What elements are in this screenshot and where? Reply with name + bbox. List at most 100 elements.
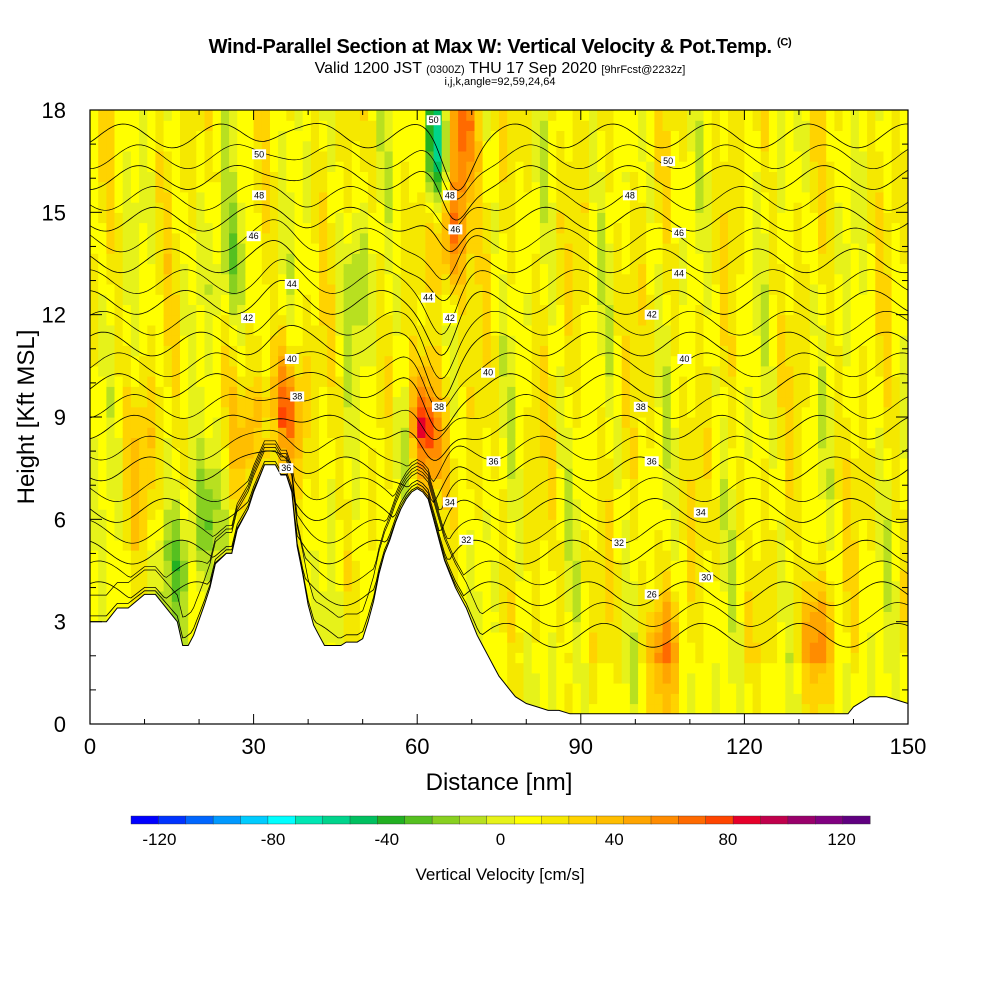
velocity-cell	[597, 120, 606, 131]
velocity-cell	[368, 314, 377, 326]
velocity-cell	[670, 202, 680, 213]
velocity-cell	[237, 457, 246, 469]
velocity-cell	[638, 447, 647, 459]
velocity-cell	[180, 294, 189, 305]
velocity-cell	[703, 253, 713, 265]
velocity-cell	[335, 140, 345, 152]
velocity-cell	[654, 672, 664, 684]
velocity-cell	[188, 130, 197, 142]
velocity-cell	[548, 130, 557, 142]
velocity-cell	[728, 447, 737, 459]
velocity-cell	[646, 222, 655, 234]
velocity-cell	[499, 570, 508, 582]
velocity-cell	[245, 171, 255, 183]
velocity-cell	[564, 601, 574, 612]
velocity-cell	[531, 355, 541, 367]
velocity-cell	[499, 396, 508, 408]
velocity-cell	[384, 406, 394, 418]
velocity-cell	[752, 161, 762, 172]
velocity-cell	[597, 314, 606, 326]
velocity-cell	[163, 284, 173, 295]
velocity-cell	[580, 355, 590, 367]
velocity-cell	[703, 672, 713, 684]
velocity-cell	[548, 181, 557, 193]
velocity-cell	[368, 580, 377, 592]
velocity-cell	[670, 703, 680, 714]
velocity-cell	[589, 406, 598, 418]
velocity-cell	[229, 365, 238, 377]
velocity-cell	[122, 232, 132, 244]
velocity-cell	[425, 181, 435, 193]
velocity-cell	[163, 601, 173, 612]
velocity-cell	[130, 232, 140, 244]
velocity-cell	[458, 498, 467, 510]
velocity-cell	[261, 447, 271, 459]
velocity-cell	[515, 294, 525, 305]
velocity-cell	[580, 376, 590, 387]
velocity-cell	[531, 202, 541, 213]
velocity-cell	[662, 406, 672, 418]
velocity-cell	[188, 365, 197, 377]
velocity-cell	[638, 304, 647, 316]
velocity-cell	[531, 335, 541, 346]
velocity-cell	[163, 550, 173, 561]
velocity-cell	[556, 570, 566, 582]
velocity-cell	[760, 243, 770, 254]
velocity-cell	[482, 529, 492, 541]
velocity-cell	[580, 550, 590, 561]
velocity-cell	[539, 181, 549, 193]
velocity-cell	[114, 232, 124, 244]
velocity-cell	[335, 509, 345, 520]
velocity-cell	[294, 130, 304, 142]
velocity-cell	[670, 243, 680, 254]
velocity-cell	[679, 693, 688, 705]
velocity-cell	[343, 243, 353, 254]
velocity-cell	[163, 427, 173, 438]
velocity-cell	[474, 447, 484, 459]
velocity-cell	[605, 621, 615, 633]
velocity-cell	[90, 478, 99, 490]
velocity-cell	[384, 386, 394, 398]
velocity-cell	[351, 232, 361, 244]
velocity-cell	[654, 611, 664, 623]
velocity-cell	[728, 519, 737, 531]
velocity-cell	[188, 335, 197, 346]
velocity-cell	[319, 284, 328, 295]
velocity-cell	[114, 202, 124, 213]
velocity-cell	[114, 304, 124, 316]
velocity-cell	[703, 314, 713, 326]
velocity-cell	[270, 130, 279, 142]
velocity-cell	[335, 376, 345, 387]
velocity-cell	[719, 570, 729, 582]
velocity-cell	[359, 284, 369, 295]
velocity-cell	[662, 314, 672, 326]
velocity-cell	[695, 601, 705, 612]
velocity-cell	[114, 570, 124, 582]
velocity-cell	[376, 243, 386, 254]
velocity-cell	[499, 110, 508, 121]
velocity-cell	[359, 345, 369, 357]
velocity-cell	[744, 345, 754, 357]
velocity-cell	[155, 365, 165, 377]
velocity-cell	[106, 406, 116, 418]
velocity-cell	[744, 427, 754, 438]
velocity-cell	[286, 130, 296, 142]
velocity-cell	[613, 591, 623, 602]
velocity-cell	[163, 294, 173, 305]
velocity-cell	[163, 263, 173, 275]
velocity-cell	[327, 386, 336, 398]
velocity-cell	[335, 212, 345, 224]
velocity-cell	[335, 365, 345, 377]
velocity-cell	[711, 386, 721, 398]
velocity-cell	[449, 161, 459, 172]
velocity-cell	[237, 232, 246, 244]
velocity-cell	[703, 345, 713, 357]
velocity-cell	[572, 672, 582, 684]
velocity-cell	[90, 406, 99, 418]
velocity-cell	[646, 437, 655, 449]
velocity-cell	[449, 212, 459, 224]
velocity-cell	[719, 560, 729, 572]
velocity-cell	[130, 110, 140, 121]
velocity-cell	[196, 365, 206, 377]
velocity-cell	[711, 365, 721, 377]
